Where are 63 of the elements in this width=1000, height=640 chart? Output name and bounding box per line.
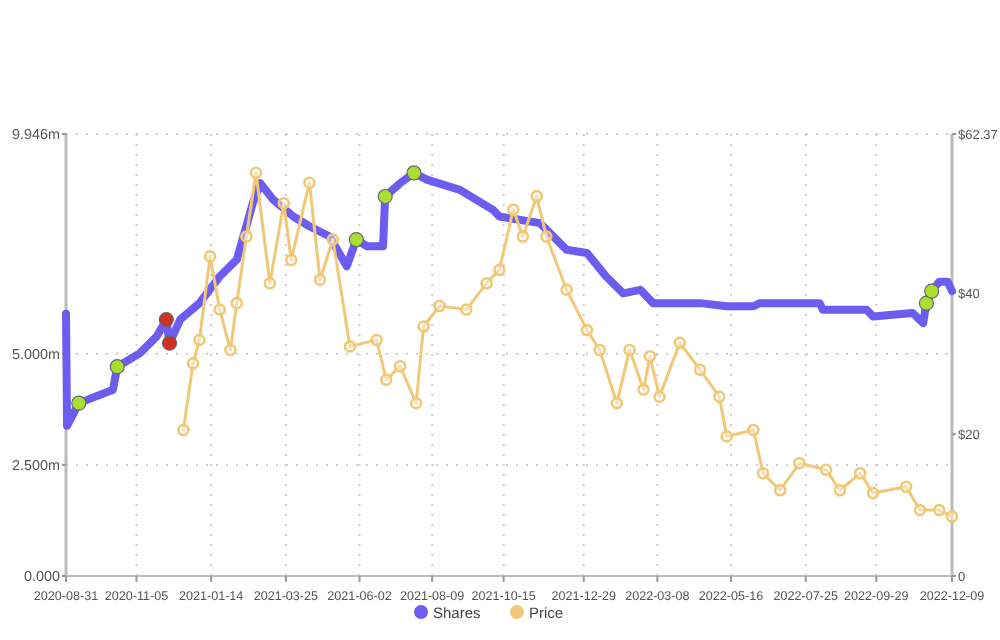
point bbox=[540, 230, 553, 243]
point bbox=[560, 283, 573, 296]
point bbox=[530, 189, 544, 203]
point bbox=[313, 273, 327, 287]
point bbox=[593, 343, 607, 357]
point bbox=[343, 340, 357, 353]
point bbox=[284, 253, 298, 267]
point bbox=[720, 430, 734, 443]
point bbox=[249, 166, 263, 180]
point bbox=[610, 396, 624, 410]
point bbox=[773, 483, 787, 497]
point bbox=[924, 283, 940, 299]
point bbox=[516, 230, 530, 243]
point bbox=[866, 486, 880, 500]
point bbox=[580, 323, 594, 337]
point bbox=[643, 350, 657, 363]
point bbox=[756, 466, 770, 480]
point bbox=[203, 250, 217, 263]
point bbox=[913, 503, 927, 517]
point bbox=[240, 230, 253, 243]
point bbox=[747, 423, 760, 437]
point bbox=[263, 277, 277, 290]
point bbox=[899, 480, 913, 494]
point bbox=[932, 503, 946, 517]
point bbox=[193, 333, 206, 347]
point bbox=[653, 390, 666, 404]
point bbox=[393, 359, 407, 373]
point bbox=[833, 483, 847, 497]
point bbox=[377, 188, 393, 205]
point bbox=[673, 336, 687, 350]
point bbox=[348, 231, 364, 248]
point bbox=[623, 343, 636, 357]
point bbox=[693, 363, 707, 377]
point bbox=[186, 357, 200, 370]
point bbox=[158, 311, 174, 328]
point bbox=[417, 320, 430, 333]
point bbox=[406, 165, 422, 181]
point bbox=[277, 196, 291, 210]
point bbox=[177, 423, 190, 437]
point bbox=[819, 463, 833, 476]
point bbox=[224, 343, 237, 357]
point bbox=[637, 383, 650, 396]
point bbox=[409, 396, 423, 410]
point bbox=[326, 233, 340, 246]
point bbox=[480, 277, 493, 290]
point bbox=[506, 203, 520, 216]
point bbox=[853, 466, 867, 480]
point bbox=[460, 303, 473, 316]
point bbox=[918, 295, 934, 311]
point bbox=[161, 335, 178, 351]
point bbox=[793, 457, 806, 470]
point bbox=[493, 263, 506, 277]
point bbox=[433, 299, 446, 313]
point bbox=[379, 373, 393, 386]
point bbox=[303, 176, 316, 189]
point bbox=[370, 333, 383, 347]
point bbox=[712, 390, 726, 404]
point bbox=[213, 303, 227, 316]
point bbox=[230, 296, 244, 310]
point bbox=[945, 510, 959, 523]
point bbox=[71, 395, 87, 411]
point bbox=[109, 359, 125, 375]
line-series bbox=[62, 168, 956, 430]
